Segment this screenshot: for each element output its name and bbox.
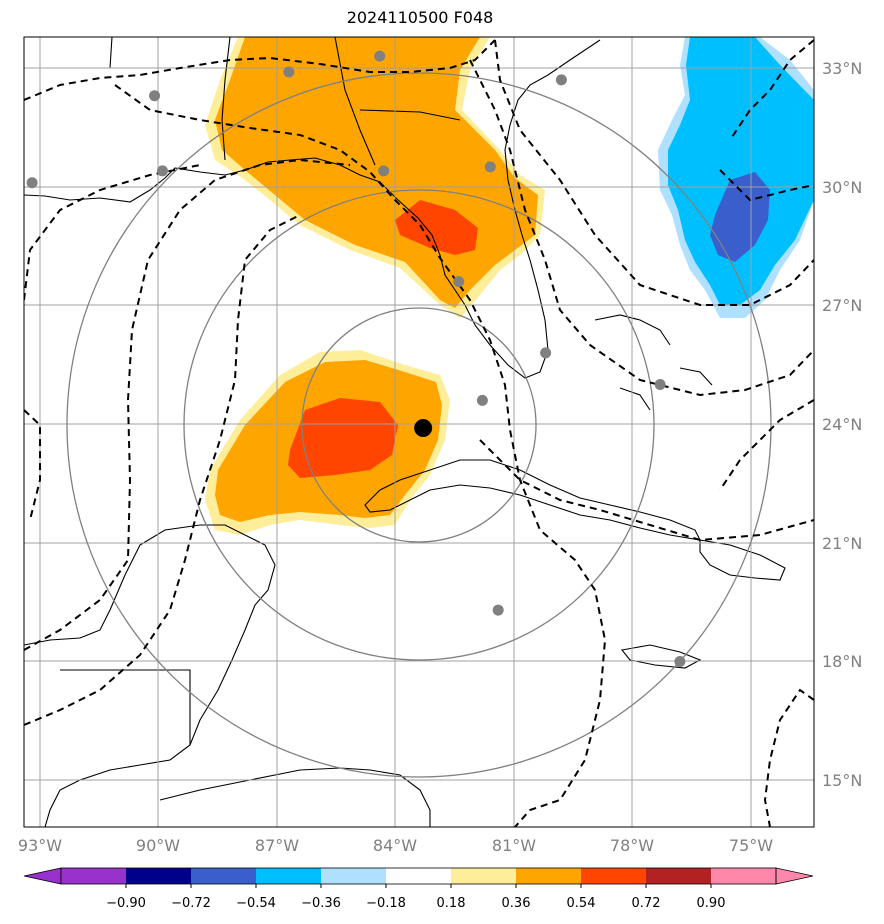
positive-anomaly-south xyxy=(205,350,450,535)
lon-label: 90°W xyxy=(136,836,180,855)
lat-label: 27°N xyxy=(822,296,862,315)
lat-label: 21°N xyxy=(822,534,862,553)
colorbar-tick-label: −0.72 xyxy=(171,896,211,911)
station-marker xyxy=(283,66,295,78)
colorbar-tick-label: −0.18 xyxy=(366,896,406,911)
colorbar-segment xyxy=(516,868,581,884)
colorbar-tick-label: 0.18 xyxy=(437,896,466,911)
colorbar-tick-label: 0.36 xyxy=(502,896,531,911)
lat-label: 15°N xyxy=(822,771,862,790)
colorbar-outline xyxy=(60,867,777,885)
station-marker xyxy=(26,177,38,189)
colorbar-segment xyxy=(321,868,386,884)
colorbar-extend-low xyxy=(23,867,62,885)
lat-label: 30°N xyxy=(822,178,862,197)
station-marker xyxy=(149,90,161,102)
lat-label: 24°N xyxy=(822,415,862,434)
longitude-labels: 93°W 90°W 87°W 84°W 81°W 78°W 75°W xyxy=(18,836,773,855)
lon-label: 87°W xyxy=(255,836,299,855)
lon-label: 84°W xyxy=(373,836,417,855)
colorbar-tick-label: −0.54 xyxy=(236,896,276,911)
colorbar xyxy=(23,867,814,888)
range-rings xyxy=(66,72,772,778)
colorbar-extend-high xyxy=(775,867,814,885)
colorbar-segment xyxy=(711,868,776,884)
lon-label: 78°W xyxy=(610,836,654,855)
station-marker xyxy=(540,347,552,359)
storm-center-marker xyxy=(414,419,433,438)
station-marker xyxy=(555,74,567,86)
colorbar-segment xyxy=(451,868,516,884)
colorbar-tick-label: 0.72 xyxy=(632,896,661,911)
map-title: 2024110500 F048 xyxy=(346,8,494,27)
colorbar-tick-label: −0.90 xyxy=(106,896,146,911)
coastlines xyxy=(24,37,786,827)
dashed-contours xyxy=(24,39,814,827)
station-markers xyxy=(26,50,686,667)
colorbar-tick-label: −0.36 xyxy=(301,896,341,911)
lon-label: 81°W xyxy=(492,836,536,855)
lat-label: 18°N xyxy=(822,652,862,671)
station-marker xyxy=(156,165,168,177)
station-marker xyxy=(476,394,488,406)
colorbar-tick-labels: −0.90 −0.72 −0.54 −0.36 −0.18 0.18 0.36 … xyxy=(106,896,725,911)
colorbar-segment xyxy=(646,868,711,884)
colorbar-tick-label: 0.90 xyxy=(697,896,726,911)
colorbar-segment xyxy=(581,868,646,884)
station-marker xyxy=(374,50,386,62)
station-marker xyxy=(378,165,390,177)
colorbar-segment xyxy=(191,868,256,884)
station-marker xyxy=(484,161,496,173)
lon-label: 75°W xyxy=(729,836,773,855)
colorbar-tick-label: 0.54 xyxy=(567,896,596,911)
colorbar-segment xyxy=(61,868,126,884)
station-marker xyxy=(654,379,666,391)
latitude-labels: 33°N 30°N 27°N 24°N 21°N 18°N 15°N xyxy=(822,59,862,790)
lon-label: 93°W xyxy=(18,836,62,855)
colorbar-segment xyxy=(386,868,451,884)
station-marker xyxy=(674,656,686,667)
lat-label: 33°N xyxy=(822,59,862,78)
negative-anomaly-east xyxy=(658,37,814,318)
colorbar-segment xyxy=(126,868,191,884)
colorbar-segment xyxy=(256,868,321,884)
map-frame xyxy=(23,36,815,828)
station-marker xyxy=(492,604,504,616)
station-marker xyxy=(453,276,465,288)
